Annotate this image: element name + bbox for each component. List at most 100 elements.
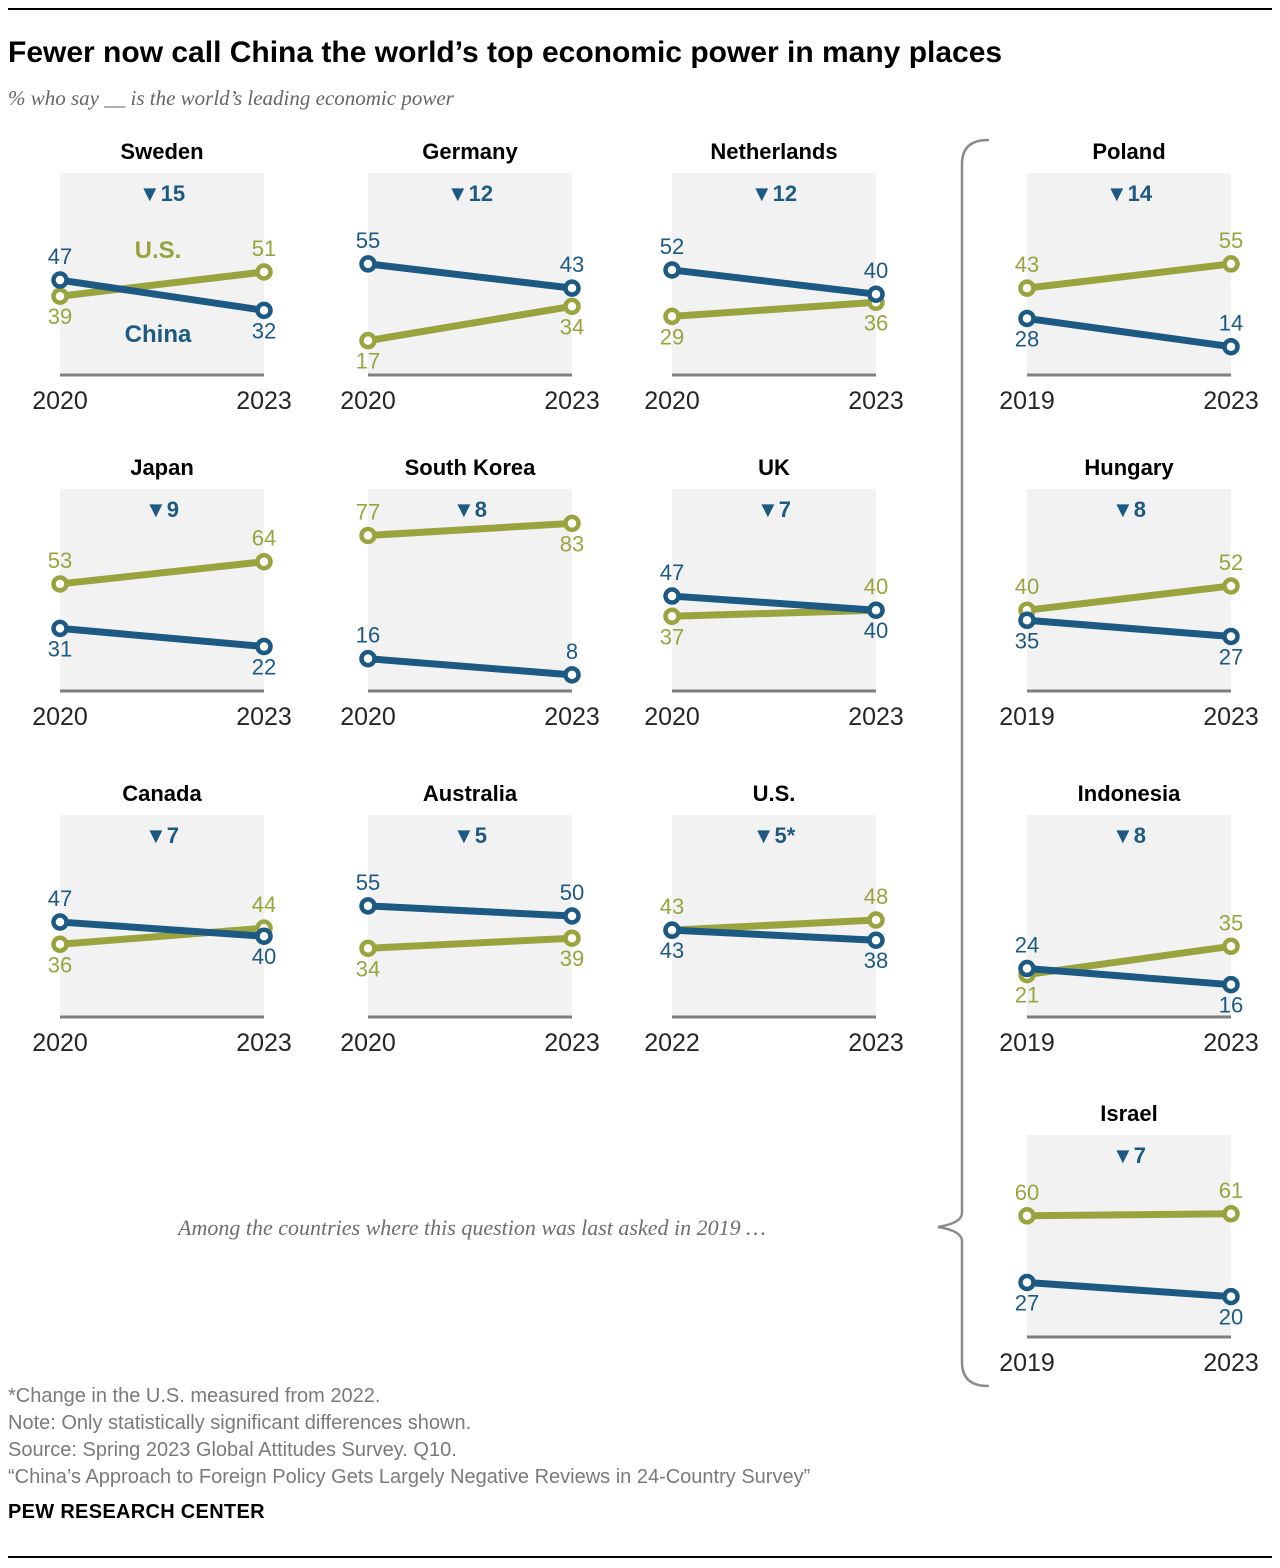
year-label-end: 2023: [848, 1029, 904, 1057]
value-label-china: 40: [864, 618, 888, 643]
series-line-china: [1026, 616, 1232, 640]
chart-title: Poland: [1092, 139, 1165, 164]
series-line-us: [671, 298, 877, 320]
series-marker-us: [51, 287, 69, 305]
year-label-start: 2022: [644, 1029, 700, 1057]
series-marker-china: [663, 921, 681, 939]
value-label-china: 55: [356, 870, 380, 895]
year-label-start: 2019: [999, 703, 1055, 731]
year-label-start: 2019: [999, 1029, 1055, 1057]
value-label-china: 22: [252, 655, 276, 680]
series-line-china: [367, 902, 573, 920]
chart-title: Germany: [422, 139, 518, 164]
chart-title: Indonesia: [1078, 781, 1181, 806]
series-marker-china: [51, 913, 69, 931]
chart-svg-poland: Poland ▼14 43 55 28 14 2019 2023: [999, 139, 1259, 415]
value-label-china: 38: [864, 948, 888, 973]
change-badge: ▼12: [447, 181, 493, 206]
value-label-china: 47: [48, 244, 72, 269]
value-label-us: 55: [1219, 228, 1243, 253]
value-label-us: 35: [1219, 910, 1243, 935]
chart-title: Netherlands: [710, 139, 837, 164]
series-line-us: [59, 268, 265, 300]
page-title: Fewer now call China the world’s top eco…: [8, 36, 1003, 69]
value-label-us: 40: [864, 574, 888, 599]
series-marker-china: [1222, 975, 1240, 994]
footnote-line: “China’s Approach to Foreign Policy Gets…: [8, 1466, 811, 1488]
change-badge: ▼8: [1112, 497, 1146, 522]
chart-panel: [672, 489, 876, 691]
series-line-china: [1026, 314, 1232, 351]
year-label-end: 2023: [1203, 703, 1259, 731]
chart-hungary: Hungary ▼8 40 52 35 27 2019 2023: [975, 451, 1275, 751]
chart-australia: Australia ▼5 34 39 55 50 2020 2023: [316, 777, 616, 1077]
value-label-us: 64: [252, 526, 276, 551]
brand-text: PEW RESEARCH CENTER: [8, 1501, 265, 1523]
chart-title: Australia: [423, 781, 518, 806]
chart-sweden: Sweden ▼15 39 51 47 32 U.S. China 2020 2023: [8, 135, 308, 435]
series-marker-us: [1222, 255, 1240, 273]
year-label-start: 2020: [340, 703, 396, 731]
series-marker-china: [1018, 959, 1036, 978]
value-label-us: 34: [560, 314, 584, 339]
chart-title: Hungary: [1084, 455, 1174, 480]
year-label-start: 2020: [32, 387, 88, 415]
bracket-note: Among the countries where this question …: [178, 1215, 766, 1240]
change-badge: ▼14: [1106, 181, 1153, 206]
chart-panel: [1027, 1135, 1231, 1337]
series-line-us: [1026, 582, 1232, 614]
series-line-china: [671, 592, 877, 614]
year-label-start: 2020: [340, 387, 396, 415]
series-marker-us: [867, 911, 885, 929]
value-label-us: 48: [864, 884, 888, 909]
series-marker-us: [663, 307, 681, 326]
year-label-start: 2020: [340, 1029, 396, 1057]
chart-u-s: U.S. ▼5* 43 48 43 38 2022 2023: [620, 777, 920, 1077]
year-label-start: 2020: [644, 387, 700, 415]
series-marker-us: [359, 939, 377, 958]
bracket-svg: [937, 138, 990, 1388]
value-label-us: 53: [48, 548, 72, 573]
footnote-line: Source: Spring 2023 Global Attitudes Sur…: [8, 1439, 457, 1461]
series-line-china: [59, 276, 265, 314]
value-label-china: 43: [660, 938, 684, 963]
series-marker-us: [663, 607, 681, 626]
bottom-rule: [8, 1556, 1272, 1558]
value-label-china: 40: [252, 944, 276, 969]
value-label-china: 43: [560, 252, 584, 277]
chart-title: Israel: [1100, 1101, 1158, 1126]
change-badge: ▼12: [751, 181, 797, 206]
value-label-china: 32: [252, 318, 276, 343]
chart-svg-sweden: Sweden ▼15 39 51 47 32 U.S. China 2020 2023: [32, 139, 292, 415]
chart-uk: UK ▼7 37 40 47 40 2020 2023: [620, 451, 920, 751]
value-label-us: 51: [252, 236, 276, 261]
chart-svg-u-s: U.S. ▼5* 43 48 43 38 2022 2023: [644, 781, 904, 1057]
value-label-china: 27: [1219, 644, 1243, 669]
series-line-us: [59, 558, 265, 588]
value-label-china: 27: [1015, 1290, 1039, 1315]
value-label-us: 29: [660, 324, 684, 349]
series-name-label-china: China: [125, 321, 192, 348]
chart-panel: [60, 815, 264, 1017]
series-line-china: [671, 926, 877, 944]
year-label-start: 2019: [999, 1349, 1055, 1377]
value-label-us: 21: [1015, 983, 1039, 1008]
series-line-china: [367, 260, 573, 292]
series-marker-china: [1018, 1273, 1036, 1292]
series-marker-us: [563, 514, 581, 533]
series-marker-china: [255, 637, 273, 656]
value-label-china: 14: [1219, 311, 1243, 336]
year-label-end: 2023: [236, 1029, 292, 1057]
year-label-end: 2023: [544, 1029, 600, 1057]
series-line-us: [1026, 260, 1232, 292]
value-label-us: 52: [1219, 550, 1243, 575]
year-label-end: 2023: [1203, 1349, 1259, 1377]
series-marker-china: [867, 601, 885, 619]
chart-netherlands: Netherlands ▼12 29 36 52 40 2020 2023: [620, 135, 920, 435]
value-label-china: 28: [1015, 326, 1039, 351]
series-marker-china: [563, 907, 581, 925]
series-marker-china: [867, 285, 885, 303]
value-label-china: 31: [48, 636, 72, 661]
change-badge: ▼8: [1112, 823, 1146, 848]
value-label-us: 83: [560, 531, 584, 556]
